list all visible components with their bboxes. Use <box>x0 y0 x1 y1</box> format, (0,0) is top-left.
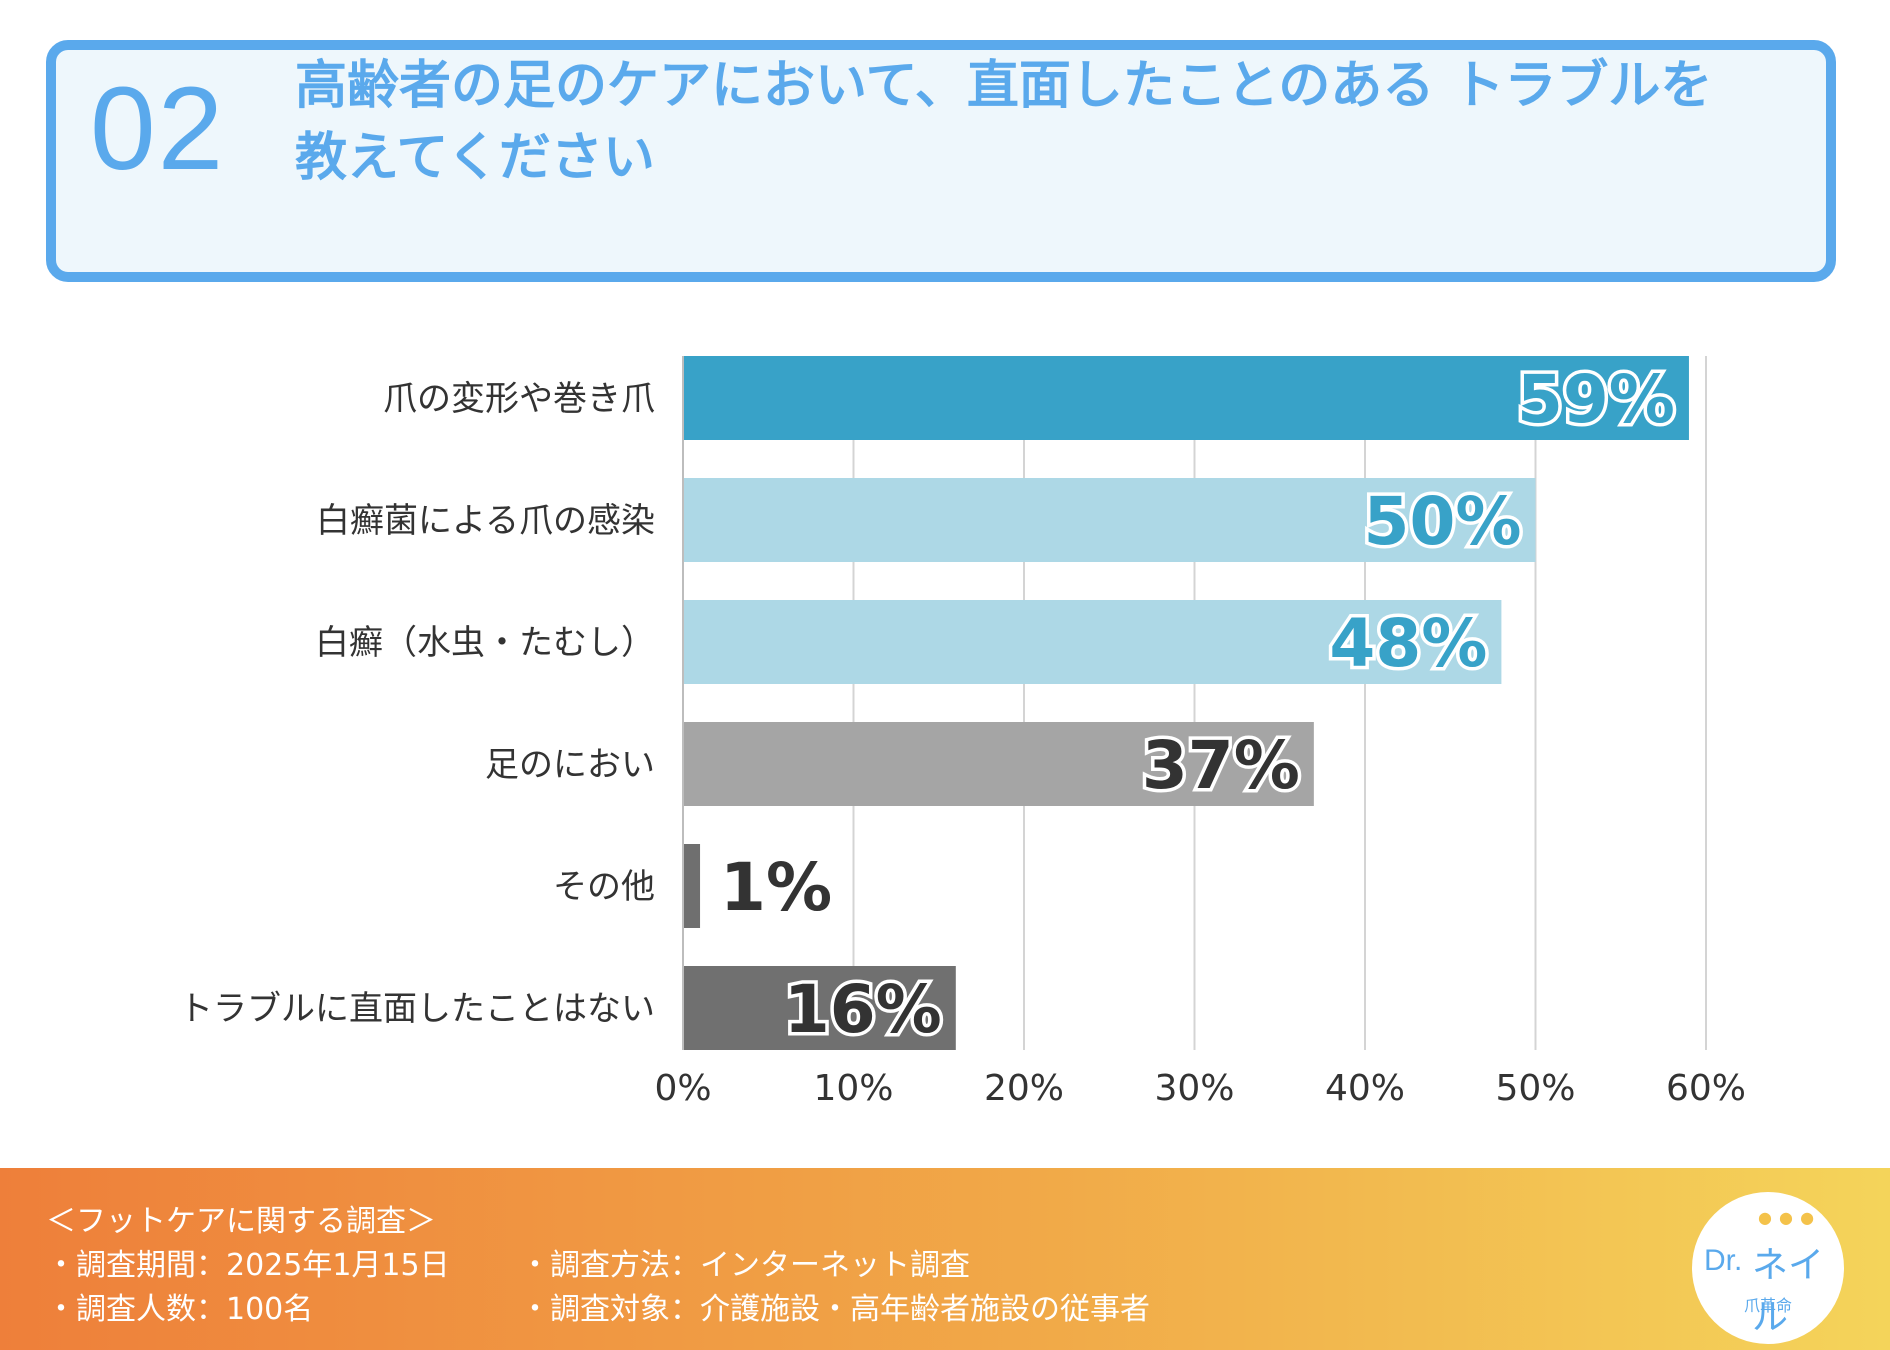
category-label: トラブルに直面したことはない <box>179 989 655 1029</box>
dr-nail-logo: ● ● ● Dr. ネイル 爪革命 <box>1692 1192 1844 1344</box>
x-tick-label: 20% <box>984 1068 1064 1109</box>
value-label: 37% <box>1142 727 1300 804</box>
x-tick-label: 30% <box>1154 1068 1234 1109</box>
survey-footer: ＜フットケアに関する調査＞ ・調査期間：2025年1月15日 ・調査方法：インタ… <box>0 1168 1890 1350</box>
category-label: 爪の変形や巻き爪 <box>383 379 655 419</box>
bar <box>683 844 701 928</box>
category-label: 白癬菌による爪の感染 <box>316 501 655 541</box>
logo-subtitle: 爪革命 <box>1743 1296 1792 1315</box>
logo-name: ネイル <box>1752 1245 1825 1338</box>
footprint-icon: ● ● ● <box>1758 1208 1816 1227</box>
value-label: 59% <box>1517 361 1675 438</box>
survey-period: ・調査期間：2025年1月15日 <box>46 1248 450 1283</box>
question-header <box>46 40 1836 282</box>
bar <box>683 600 1502 684</box>
x-tick-label: 0% <box>654 1068 711 1109</box>
survey-method: ・調査方法：インターネット調査 <box>520 1248 970 1283</box>
category-label: その他 <box>553 867 655 907</box>
bar-chart: 爪の変形や巻き爪 59% 白癬菌による爪の感染 50% 白癬（水虫・たむし） 48% 足のに… <box>179 356 1746 1109</box>
x-tick-label: 10% <box>813 1068 893 1109</box>
question-title: 高齢者の足のケアにおいて、直面したことのある トラブルを教えてください <box>295 56 1713 188</box>
value-label: 48% <box>1329 605 1487 682</box>
x-tick-label: 40% <box>1325 1068 1405 1109</box>
x-tick-label: 50% <box>1495 1068 1575 1109</box>
bar <box>683 722 1314 806</box>
bar <box>683 966 956 1050</box>
bar <box>683 478 1536 562</box>
logo-prefix: Dr. <box>1704 1244 1743 1277</box>
survey-target: ・調査対象：介護施設・高年齢者施設の従事者 <box>520 1292 1150 1327</box>
value-label: 1% <box>720 849 832 926</box>
value-label: 16% <box>784 971 942 1048</box>
question-number: 02 <box>90 63 226 195</box>
category-label: 足のにおい <box>485 745 655 785</box>
survey-count: ・調査人数：100名 <box>46 1292 314 1327</box>
category-label: 白癬（水虫・たむし） <box>315 623 655 663</box>
value-label: 50% <box>1364 483 1522 560</box>
survey-title: ＜フットケアに関する調査＞ <box>46 1204 436 1239</box>
bar <box>683 356 1689 440</box>
x-tick-label: 60% <box>1666 1068 1746 1109</box>
